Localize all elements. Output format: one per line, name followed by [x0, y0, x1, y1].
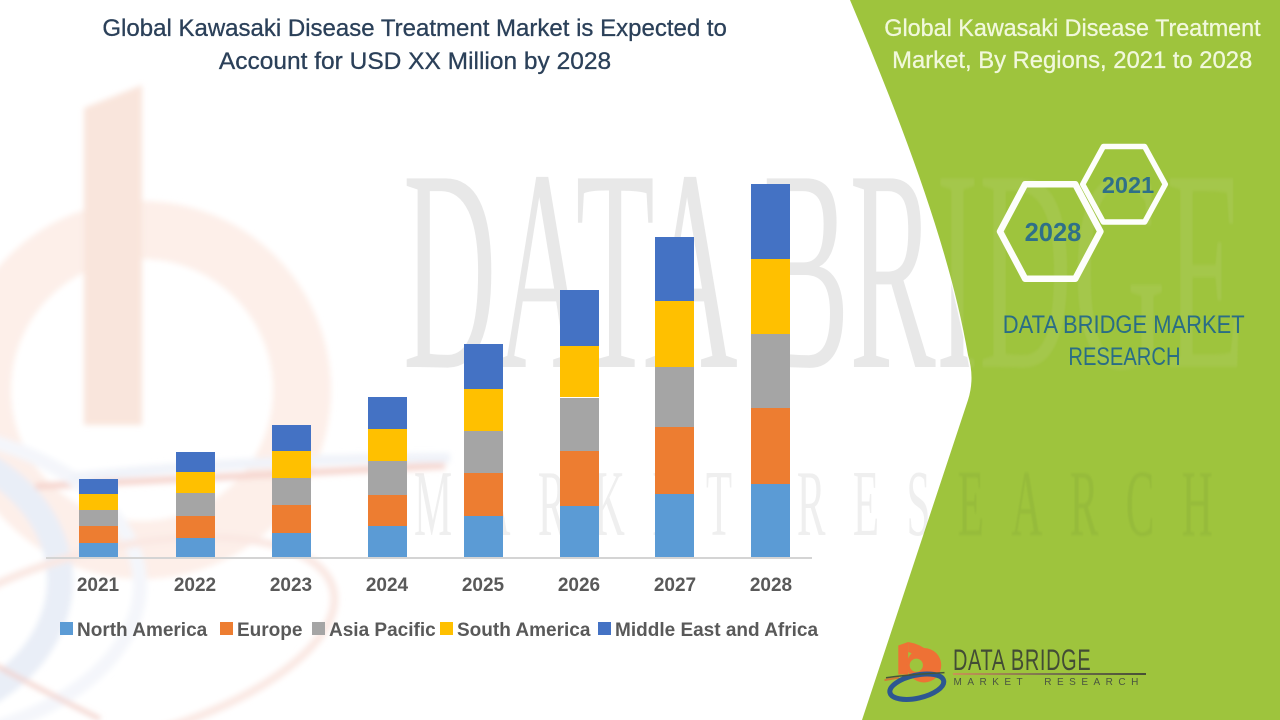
svg-text:2021: 2021 — [1102, 172, 1154, 198]
svg-text:2028: 2028 — [1025, 219, 1082, 247]
